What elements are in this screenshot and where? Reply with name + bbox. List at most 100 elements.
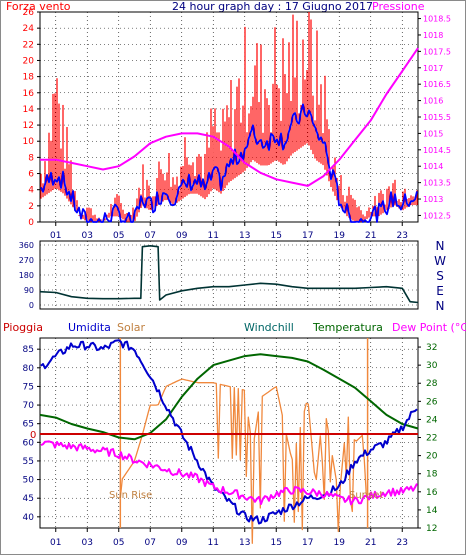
y-tick-label: 26 <box>23 8 35 18</box>
x-tick-label: 07 <box>145 231 156 241</box>
y-tick-label: 18 <box>23 73 35 83</box>
humidity-y-ticks: 85 80 75 70 65 60 55 50 45 40 <box>23 345 418 523</box>
x-tick-label: 21 <box>365 538 376 548</box>
solar-label: Solar <box>117 321 146 334</box>
y-tick-label: 270 <box>19 256 34 265</box>
x-tick-label: 01 <box>50 538 61 548</box>
y-tick-label: 1016 <box>423 97 443 106</box>
x-tick-label: 11 <box>208 231 219 241</box>
x-tick-label: 19 <box>334 231 346 241</box>
solar-line <box>119 378 367 544</box>
y-tick-label: 70 <box>23 401 35 411</box>
x-tick-label: 21 <box>365 231 376 241</box>
y-tick-label: 22 <box>426 434 437 444</box>
wind-x-ticks: 01 03 05 07 09 11 13 15 17 19 21 23 <box>50 222 408 241</box>
y-tick-label: 80 <box>23 364 35 374</box>
y-tick-label: 12 <box>23 121 34 131</box>
y-tick-label: 1018.5 <box>423 15 451 24</box>
x-tick-label: 23 <box>397 231 408 241</box>
compass-label: W <box>434 254 446 268</box>
y-tick-label: 2 <box>28 202 34 212</box>
wind-panel <box>39 11 419 223</box>
pressure-y-ticks: 1012.5 1013 1013.5 1014 1014.5 1015 1015.5 1016… <box>418 15 451 220</box>
y-tick-label: 50 <box>23 476 35 486</box>
y-tick-label: 180 <box>19 271 34 280</box>
y-tick-label: 30 <box>426 361 438 371</box>
y-tick-label: 1014 <box>423 162 443 171</box>
sunset-annotation: Sunset <box>349 490 383 501</box>
y-tick-label: 40 <box>23 513 35 523</box>
x-tick-label: 05 <box>113 231 124 241</box>
y-tick-label: 16 <box>426 488 438 498</box>
x-tick-label: 15 <box>271 231 282 241</box>
x-tick-label: 13 <box>239 231 250 241</box>
pressure-axis-label: Pressione <box>372 0 425 13</box>
compass-label: N <box>436 239 445 253</box>
y-tick-label: 360 <box>19 241 34 250</box>
y-tick-label: 75 <box>23 382 34 392</box>
y-tick-label: 1017.5 <box>423 47 451 56</box>
y-tick-label: 1015.5 <box>423 113 451 122</box>
direction-grid <box>55 241 403 309</box>
y-tick-label: 24 <box>426 415 438 425</box>
dewpoint-line <box>40 440 418 506</box>
y-tick-label: 22 <box>23 40 34 50</box>
y-tick-label: 1013.5 <box>423 179 451 188</box>
wind-series <box>40 12 419 223</box>
temperature-line <box>39 353 419 441</box>
x-tick-label: 01 <box>50 231 61 241</box>
humidity-line <box>40 339 418 525</box>
direction-y-ticks: 360 270 180 90 0 <box>19 241 418 310</box>
y-tick-label: 26 <box>426 397 438 407</box>
y-tick-label: 8 <box>28 153 34 163</box>
y-tick-label: 6 <box>28 170 34 180</box>
temperature-y-ticks: 32 30 28 26 24 22 20 18 16 14 12 <box>418 343 438 534</box>
x-tick-label: 17 <box>302 538 313 548</box>
x-tick-label: 19 <box>334 538 346 548</box>
wind-grid <box>55 12 403 222</box>
y-tick-label: 1013 <box>423 195 443 204</box>
y-tick-label: 1012.5 <box>423 211 451 220</box>
temperature-label: Temperatura <box>312 321 383 334</box>
y-tick-label: 20 <box>426 452 438 462</box>
y-tick-label: 60 <box>23 438 35 448</box>
y-tick-label: 4 <box>28 186 34 196</box>
compass-label: S <box>436 269 444 283</box>
wind-base-line <box>40 103 418 223</box>
x-tick-label: 03 <box>82 231 93 241</box>
pressure-line <box>40 47 419 187</box>
windchill-label: Windchill <box>244 321 294 334</box>
x-tick-label: 05 <box>113 538 124 548</box>
y-tick-label: 14 <box>426 506 438 516</box>
humidity-label: Umidita <box>68 321 111 334</box>
compass-label: N <box>436 299 445 313</box>
y-tick-label: 65 <box>23 420 34 430</box>
y-tick-label: 32 <box>426 343 437 353</box>
y-tick-label: 85 <box>23 345 34 355</box>
y-tick-label: 10 <box>23 137 35 147</box>
y-tick-label: 28 <box>426 379 438 389</box>
x-tick-label: 15 <box>271 538 282 548</box>
temperature-x-ticks: 01 03 05 07 09 11 13 15 17 19 21 23 <box>50 528 408 548</box>
dewpoint-label: Dew Point (°C) <box>392 321 466 334</box>
y-tick-label: 45 <box>23 494 34 504</box>
y-tick-label: 1016.5 <box>423 80 451 89</box>
chart-title: 24 hour graph day : 17 Giugno 2017 <box>172 0 373 13</box>
y-tick-label: 0 <box>29 301 34 310</box>
y-tick-label: 14 <box>23 105 35 115</box>
rain-zero-label: 0 <box>30 430 36 441</box>
temperature-series <box>39 338 419 544</box>
x-tick-label: 23 <box>397 538 408 548</box>
y-tick-label: 0 <box>28 218 34 228</box>
x-tick-label: 17 <box>302 231 313 241</box>
y-tick-label: 24 <box>23 24 35 34</box>
x-tick-label: 07 <box>145 538 156 548</box>
y-tick-label: 1017 <box>423 64 443 73</box>
y-tick-label: 18 <box>426 470 438 480</box>
y-tick-label: 12 <box>426 524 437 534</box>
y-tick-label: 16 <box>23 89 35 99</box>
